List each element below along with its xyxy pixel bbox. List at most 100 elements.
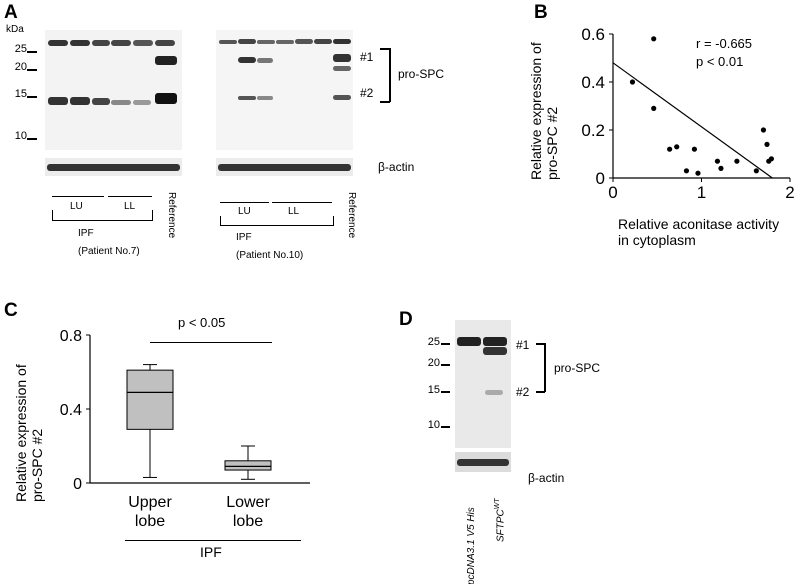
blot-d-prospc: [455, 320, 511, 448]
data-point: [764, 141, 770, 147]
band-label-1: #1: [516, 338, 530, 352]
lane-label-pcdna: pcDNA3.1 V5 His: [466, 507, 477, 584]
lane-group-ll: LL: [288, 206, 300, 217]
lane-line: [108, 196, 152, 197]
mw-marker-15: 15: [14, 88, 27, 100]
blot-band: [133, 40, 153, 46]
data-point: [768, 156, 775, 162]
data-point: [691, 146, 698, 152]
bracket-side: [152, 210, 153, 220]
data-point: [651, 36, 657, 42]
blot-band: [333, 95, 351, 100]
blot-band: [257, 96, 273, 100]
data-point: [753, 168, 759, 174]
blot-band: [47, 164, 180, 171]
lane-line: [220, 202, 269, 203]
significance-line: [150, 342, 272, 343]
y-axis-label: pro-SPC #2: [29, 429, 45, 502]
data-point: [667, 146, 673, 152]
y-axis-label: pro-SPC #2: [544, 107, 560, 180]
blot-band: [238, 39, 256, 44]
band-label-1: #1: [360, 50, 374, 64]
band-label-2: #2: [516, 385, 530, 399]
mw-tick: [441, 343, 450, 345]
bracket-spine: [389, 48, 391, 102]
box: [126, 369, 174, 430]
condition-label: IPF: [78, 228, 94, 239]
blot-band: [70, 40, 90, 46]
blot-band: [457, 459, 509, 466]
mw-marker-10: 10: [14, 130, 27, 142]
x-tick-label: 1: [697, 183, 706, 202]
lane-label-sftpc-sup: WT: [494, 498, 501, 510]
blot-band: [92, 98, 110, 105]
blot-band: [70, 97, 90, 105]
data-point: [760, 127, 767, 133]
data-point: [718, 165, 724, 171]
blot-band: [314, 39, 332, 44]
bracket-spine: [544, 343, 546, 392]
blot-band: [238, 57, 256, 63]
blot-d-actin: [455, 452, 511, 472]
mw-marker-20: 20: [427, 357, 440, 369]
bracket-side: [333, 216, 334, 225]
bracket-bottom: [380, 101, 390, 103]
blot-band: [111, 40, 131, 46]
mw-marker-10: 10: [427, 419, 440, 431]
actin-label: β-actin: [528, 471, 565, 485]
y-tick-label: 0.4: [60, 402, 82, 419]
lane-group-ll: LL: [124, 201, 136, 212]
category-label: Lower: [226, 494, 270, 511]
mw-tick: [441, 391, 450, 393]
blot-a-right-actin: [216, 158, 353, 176]
blot-band: [333, 39, 351, 44]
y-axis-label: Relative expression of: [13, 364, 29, 502]
lane-line: [272, 202, 332, 203]
lane-line: [52, 196, 104, 197]
data-point: [651, 105, 657, 111]
mw-tick: [441, 426, 450, 428]
mw-tick: [27, 51, 37, 53]
blot-band: [485, 390, 503, 395]
mw-marker-25: 25: [14, 43, 27, 55]
y-tick-label: 0.8: [60, 328, 82, 345]
reference-label: Reference: [166, 192, 177, 239]
blot-band: [92, 40, 110, 46]
y-axis-label: Relative expression of: [528, 42, 544, 180]
mw-tick: [27, 138, 37, 140]
blot-band: [483, 347, 507, 355]
box: [224, 460, 272, 471]
bracket-side: [220, 216, 221, 225]
protein-label-prospc: pro-SPC: [398, 67, 445, 81]
reference-label: Reference: [346, 192, 357, 239]
bracket-base: [52, 220, 153, 221]
x-axis-label: Relative aconitase activity: [618, 216, 779, 232]
patient-label: (Patient No.10): [236, 250, 304, 261]
data-point: [695, 170, 701, 176]
mw-marker-25: 25: [427, 336, 440, 348]
blot-band: [155, 93, 177, 104]
data-point: [734, 158, 740, 164]
lane-label-sftpc-main: SFTPC: [495, 509, 507, 542]
group-label-ipf: IPF: [200, 544, 222, 560]
blot-band: [257, 40, 275, 44]
group-underline: [125, 540, 301, 541]
data-point: [714, 158, 721, 164]
blot-band: [219, 40, 237, 44]
mw-marker-15: 15: [427, 384, 440, 396]
y-tick-label: 0: [596, 169, 605, 188]
blot-band: [333, 54, 351, 62]
lane-label-sftpc: SFTPCWT: [494, 498, 506, 542]
blot-band: [111, 100, 131, 105]
data-point: [629, 79, 636, 85]
condition-label: IPF: [236, 232, 252, 243]
x-tick-label: 2: [785, 183, 794, 202]
blot-band: [457, 337, 481, 346]
blot-band: [238, 96, 256, 100]
panel-c-letter: C: [4, 300, 18, 321]
blot-band: [155, 40, 175, 46]
blot-a-right-prospc: [216, 30, 353, 150]
category-label: lobe: [233, 513, 263, 530]
bracket-top: [536, 343, 545, 345]
y-tick-label: 0: [73, 476, 82, 493]
